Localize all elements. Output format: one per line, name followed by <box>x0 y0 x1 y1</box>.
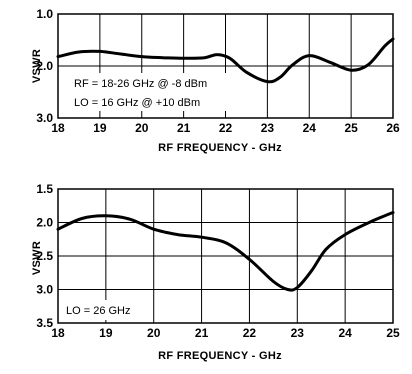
chart-bottom-y-tick-label: 2.5 <box>36 249 53 263</box>
chart-top-x-tick-label: 21 <box>177 121 191 135</box>
chart-bottom-x-tick-labels: 18 19 20 21 22 23 24 25 <box>51 326 400 340</box>
chart-bottom-x-tick-label: 23 <box>291 326 305 340</box>
chart-bottom-y-tick-label: 3.5 <box>36 316 53 330</box>
chart-bottom-x-tick-label: 24 <box>338 326 352 340</box>
chart-bottom: 18 19 20 21 22 23 24 25 1.5 2.0 2.5 3.0 3.5 LO = 26… <box>31 182 400 362</box>
chart-top-y-tick-label: 2.0 <box>36 59 53 73</box>
chart-bottom-x-tick-label: 18 <box>51 326 65 340</box>
chart-bottom-annotation-lo: LO = 26 GHz <box>66 305 131 317</box>
chart-top-vswr-curve <box>56 37 395 84</box>
chart-top-x-tick-label: 19 <box>93 121 107 135</box>
chart-bottom-x-tick-label: 25 <box>386 326 400 340</box>
chart-top-x-tick-labels: 18 19 20 21 22 23 24 25 26 <box>51 121 400 135</box>
chart-top-x-tick-label: 23 <box>261 121 275 135</box>
chart-bottom-x-axis-label: RF FREQUENCY - GHz <box>158 350 282 362</box>
chart-bottom-x-tick-label: 19 <box>99 326 113 340</box>
chart-top-plot-frame <box>57 13 394 119</box>
chart-bottom-annotation-box <box>63 300 149 320</box>
chart-top-annotation-rf: RF = 18-26 GHz @ -8 dBm <box>74 78 207 90</box>
chart-top: 18 19 20 21 22 23 24 25 26 1.0 2.0 3.0 RF = 18-26 … <box>31 7 400 154</box>
chart-top-y-axis-label: VSWR <box>31 49 43 83</box>
chart-bottom-y-tick-label: 3.0 <box>36 283 53 297</box>
chart-bottom-x-tick-label: 21 <box>195 326 209 340</box>
chart-bottom-x-tick-label: 22 <box>243 326 257 340</box>
chart-top-x-tick-label: 25 <box>344 121 358 135</box>
chart-bottom-grid <box>58 189 393 323</box>
chart-top-x-tick-label: 26 <box>386 121 400 135</box>
chart-bottom-y-tick-labels: 1.5 2.0 2.5 3.0 3.5 <box>36 182 53 330</box>
chart-top-x-tick-label: 20 <box>135 121 149 135</box>
chart-top-x-axis-label: RF FREQUENCY - GHz <box>158 142 282 154</box>
chart-bottom-y-tick-label: 2.0 <box>36 216 53 230</box>
chart-top-annotation-box <box>70 73 232 111</box>
chart-bottom-x-tick-label: 20 <box>147 326 161 340</box>
chart-bottom-y-tick-label: 1.5 <box>36 182 53 196</box>
chart-top-y-tick-label: 3.0 <box>36 111 53 125</box>
chart-top-x-tick-label: 24 <box>303 121 317 135</box>
chart-top-x-tick-label: 18 <box>51 121 65 135</box>
chart-top-y-tick-label: 1.0 <box>36 7 53 21</box>
chart-top-annotation-lo: LO = 16 GHz @ +10 dBm <box>74 97 200 109</box>
chart-bottom-plot-frame <box>57 188 394 324</box>
chart-bottom-y-axis-label: VSWR <box>31 241 43 275</box>
chart-bottom-vswr-curve <box>56 211 395 292</box>
chart-top-y-tick-labels: 1.0 2.0 3.0 <box>36 7 53 125</box>
chart-top-x-tick-label: 22 <box>219 121 233 135</box>
